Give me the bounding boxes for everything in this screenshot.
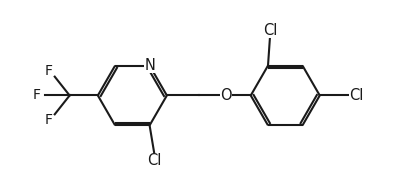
Text: N: N <box>144 58 155 73</box>
Text: F: F <box>33 88 41 102</box>
Text: O: O <box>220 88 232 103</box>
Text: F: F <box>45 64 53 78</box>
Text: F: F <box>45 113 53 127</box>
Text: Cl: Cl <box>349 88 364 103</box>
Text: Cl: Cl <box>263 23 277 38</box>
Text: Cl: Cl <box>147 153 162 168</box>
